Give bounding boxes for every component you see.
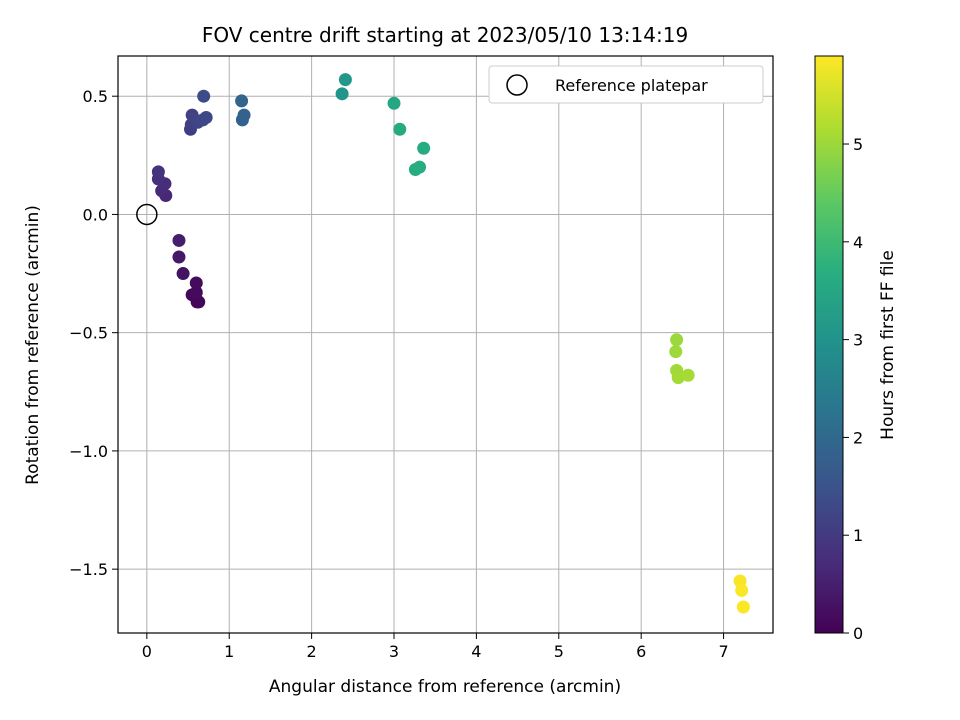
data-point	[237, 108, 251, 122]
x-axis-ticks: 0 1 2 3 4 5 6 7	[142, 633, 729, 661]
x-tick-label: 4	[471, 642, 481, 661]
legend: Reference platepar	[488, 65, 764, 104]
y-axis-ticks: 0.5 0.0 −0.5 −1.0 −1.5	[69, 87, 118, 579]
data-point	[176, 267, 190, 281]
data-point	[670, 333, 684, 347]
data-point	[393, 122, 407, 136]
legend-label: Reference platepar	[555, 76, 708, 95]
x-tick-label: 0	[142, 642, 152, 661]
x-axis-label: Angular distance from reference (arcmin)	[269, 677, 621, 697]
data-point	[172, 250, 186, 264]
x-tick-label: 1	[224, 642, 234, 661]
x-tick-label: 3	[389, 642, 399, 661]
data-point	[669, 345, 683, 359]
reference-marker	[136, 203, 158, 226]
data-point	[197, 89, 211, 103]
colorbar-tick-label: 2	[853, 428, 863, 447]
colorbar-tick-label: 3	[853, 331, 863, 350]
colorbar-ticks: 0 1 2 3 4 5	[843, 135, 863, 643]
plot-frame	[117, 55, 774, 634]
data-point	[151, 165, 165, 179]
data-point	[338, 73, 352, 87]
x-tick-label: 7	[718, 642, 728, 661]
y-tick-label: 0.0	[83, 205, 108, 224]
y-tick-label: −1.0	[69, 442, 108, 461]
colorbar: 0 1 2 3 4 5 Hours from first FF file	[814, 55, 898, 643]
x-tick-label: 6	[636, 642, 646, 661]
data-point	[172, 233, 186, 247]
colorbar-tick-label: 5	[853, 135, 863, 154]
x-tick-label: 2	[307, 642, 317, 661]
y-tick-label: 0.5	[83, 87, 108, 106]
data-point	[235, 94, 249, 108]
reference-platepar-circle	[136, 203, 158, 226]
colorbar-tick-label: 0	[853, 624, 863, 643]
y-tick-label: −1.5	[69, 560, 108, 579]
data-point	[335, 87, 349, 101]
colorbar-tick-label: 1	[853, 526, 863, 545]
data-points	[151, 73, 750, 614]
y-axis-label: Rotation from reference (arcmin)	[23, 205, 43, 485]
colorbar-label: Hours from first FF file	[878, 250, 898, 440]
x-tick-label: 5	[554, 642, 564, 661]
data-point	[417, 141, 431, 155]
chart-title: FOV centre drift starting at 2023/05/10 …	[202, 23, 688, 47]
y-tick-label: −0.5	[69, 324, 108, 343]
data-point	[189, 276, 203, 290]
data-point	[189, 285, 203, 299]
data-point	[736, 600, 750, 614]
legend-open-circle-icon	[506, 74, 528, 96]
grid-lines	[118, 56, 773, 633]
legend-box	[488, 65, 764, 104]
data-point	[413, 160, 427, 174]
colorbar-tick-label: 4	[853, 233, 863, 252]
data-point	[735, 583, 749, 597]
data-point	[681, 368, 695, 382]
data-point	[199, 110, 213, 124]
colorbar-gradient	[814, 55, 844, 634]
data-point	[387, 96, 401, 110]
data-point	[671, 371, 685, 385]
